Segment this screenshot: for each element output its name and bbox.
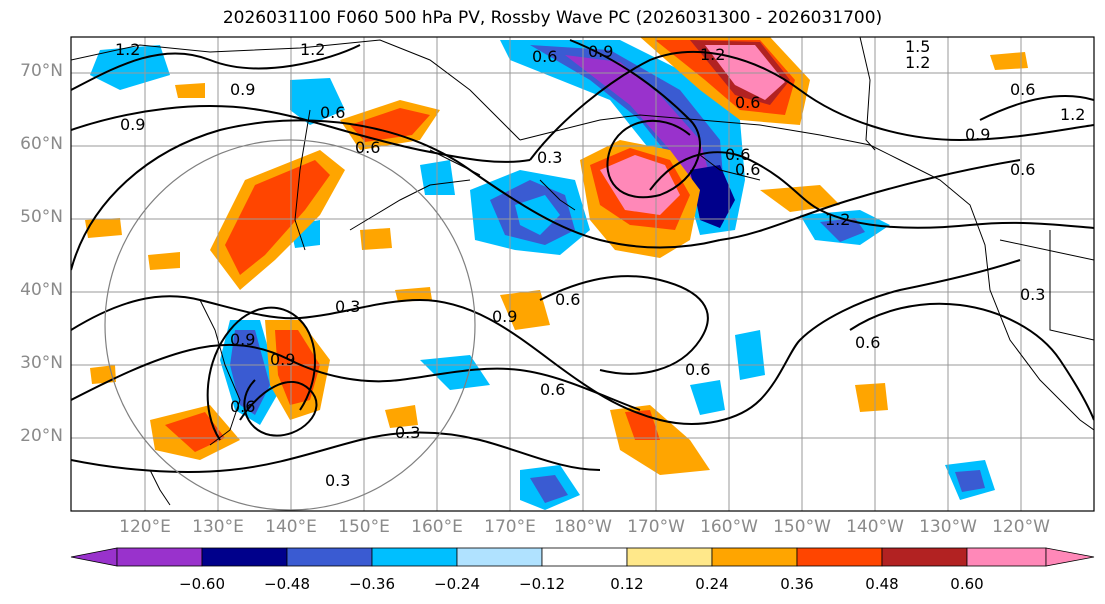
contour-label: 0.6 [735, 160, 760, 179]
colorbar [70, 547, 1095, 567]
contour-label: 1.2 [300, 40, 325, 59]
contour-label: 0.3 [335, 297, 360, 316]
colorbar-extend-low [70, 547, 118, 567]
contour-label: 0.6 [320, 103, 345, 122]
lon-label: 180°W [554, 517, 612, 537]
contour-label: 0.6 [540, 380, 565, 399]
contour-label: 0.3 [325, 471, 350, 490]
colorbar-bin [201, 547, 288, 567]
colorbar-tick: 0.12 [610, 575, 644, 593]
contour-label: 1.2 [1060, 105, 1085, 124]
lat-label: 30°N [20, 353, 63, 373]
colorbar-tick: −0.36 [349, 575, 395, 593]
colorbar-tick: 0.24 [695, 575, 729, 593]
contour-label: 0.6 [532, 47, 557, 66]
contour-label: 0.6 [555, 290, 580, 309]
contour-label: 0.6 [1010, 80, 1035, 99]
colorbar-bin [371, 547, 458, 567]
contour-label: 1.2 [115, 40, 140, 59]
colorbar-tick: 0.36 [780, 575, 814, 593]
colorbar-bin [116, 547, 203, 567]
contour-label: 1.2 [825, 210, 850, 229]
colorbar-tick: 0.48 [865, 575, 899, 593]
map-frame [70, 36, 1095, 512]
contour-label: 0.9 [965, 125, 990, 144]
contour-label: 0.6 [230, 397, 255, 416]
contour-label: 0.6 [725, 145, 750, 164]
contour-label: 0.6 [855, 333, 880, 352]
colorbar-tick: −0.48 [264, 575, 310, 593]
lon-label: 150°E [338, 517, 390, 537]
contour-label: 0.9 [230, 330, 255, 349]
contour-label: 0.3 [537, 148, 562, 167]
colorbar-extend-high [1045, 547, 1095, 567]
lon-label: 170°W [627, 517, 685, 537]
contour-label: 0.9 [120, 115, 145, 134]
contour-label: 0.6 [355, 138, 380, 157]
lon-label: 130°E [192, 517, 244, 537]
contour-label: 0.9 [230, 80, 255, 99]
colorbar-tick: −0.60 [179, 575, 225, 593]
lat-label: 60°N [20, 134, 63, 154]
lat-label: 50°N [20, 207, 63, 227]
lat-label: 20°N [20, 426, 63, 446]
lon-label: 120°E [119, 517, 171, 537]
lon-label: 160°W [700, 517, 758, 537]
colorbar-bin [966, 547, 1047, 567]
contour-label: 1.2 [700, 45, 725, 64]
pv-contours [71, 39, 1094, 473]
colorbar-bin [541, 547, 628, 567]
colorbar-tick: 0.60 [950, 575, 984, 593]
contour-label: 0.9 [270, 350, 295, 369]
contour-label: 0.6 [1010, 160, 1035, 179]
lon-label: 150°W [773, 517, 831, 537]
contour-label: 0.9 [588, 42, 613, 61]
colorbar-tick: −0.24 [434, 575, 480, 593]
lon-label: 160°E [411, 517, 463, 537]
lat-label: 40°N [20, 280, 63, 300]
map-title: 2026031100 F060 500 hPa PV, Rossby Wave … [222, 8, 883, 28]
colorbar-bin [796, 547, 883, 567]
lon-label: 140°W [846, 517, 904, 537]
region-circle [104, 139, 476, 511]
colorbar-bin [626, 547, 713, 567]
contour-label: 0.3 [395, 423, 420, 442]
colorbar-bin [711, 547, 798, 567]
lon-label: 170°E [484, 517, 536, 537]
graticule [71, 37, 1094, 511]
lon-label: 140°E [265, 517, 317, 537]
contour-label: 1.2 [905, 53, 930, 72]
colorbar-bin [286, 547, 373, 567]
colorbar-bin [456, 547, 543, 567]
contour-label: 0.6 [735, 93, 760, 112]
lon-label: 130°W [919, 517, 977, 537]
anomaly-shading [85, 37, 1028, 510]
colorbar-bin [881, 547, 968, 567]
contour-label: 1.5 [905, 37, 930, 56]
contour-label: 0.9 [492, 307, 517, 326]
colorbar-tick: −0.12 [519, 575, 565, 593]
contour-label: 0.6 [685, 360, 710, 379]
lat-label: 70°N [20, 61, 63, 81]
lon-label: 120°W [992, 517, 1050, 537]
contour-label: 0.3 [1020, 285, 1045, 304]
